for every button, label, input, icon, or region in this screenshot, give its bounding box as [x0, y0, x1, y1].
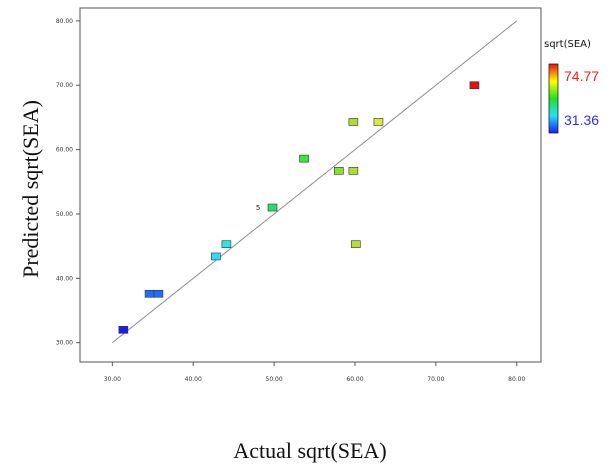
y-tick-label: 40.00 — [56, 275, 73, 282]
data-point — [267, 203, 278, 212]
y-tick-label: 60.00 — [56, 147, 73, 154]
x-axis-ticks: 30.00 40.00 50.00 60.00 70.00 80.00 — [104, 362, 526, 383]
data-points — [118, 81, 480, 334]
reference-line — [112, 20, 518, 344]
x-tick-label: 80.00 — [508, 376, 525, 383]
data-point — [469, 81, 480, 90]
x-tick-label: 30.00 — [104, 376, 121, 383]
y-tick-label: 70.00 — [56, 82, 73, 89]
data-point — [221, 240, 232, 249]
point-annotation: 5 — [256, 204, 260, 212]
data-point — [299, 154, 309, 163]
y-tick-label: 30.00 — [56, 340, 73, 347]
data-point — [350, 240, 361, 249]
legend-color-bar — [548, 63, 559, 134]
x-tick-label: 60.00 — [346, 376, 363, 383]
y-tick-label: 50.00 — [56, 211, 73, 218]
x-axis-title: Actual sqrt(SEA) — [233, 438, 386, 463]
x-tick-label: 40.00 — [185, 376, 202, 383]
data-point — [373, 118, 384, 126]
y-tick-label: 80.00 — [56, 18, 73, 25]
data-point — [211, 252, 221, 261]
legend-title: sqrt(SEA) — [544, 39, 591, 50]
data-point — [118, 326, 129, 334]
data-point — [348, 167, 359, 175]
color-legend: sqrt(SEA) 74.77 31.36 — [544, 39, 599, 134]
data-point — [348, 118, 359, 126]
data-point — [153, 289, 164, 298]
y-axis-title: Predicted sqrt(SEA) — [18, 100, 43, 278]
x-tick-label: 70.00 — [427, 376, 444, 383]
data-point — [144, 289, 155, 298]
y-axis-ticks: 30.00 40.00 50.00 60.00 70.00 80.00 — [56, 18, 80, 347]
point-annotations: 5 — [256, 204, 260, 212]
x-tick-label: 50.00 — [266, 376, 283, 383]
legend-max-label: 74.77 — [564, 68, 599, 84]
data-point — [334, 167, 344, 175]
legend-min-label: 31.36 — [564, 112, 599, 128]
